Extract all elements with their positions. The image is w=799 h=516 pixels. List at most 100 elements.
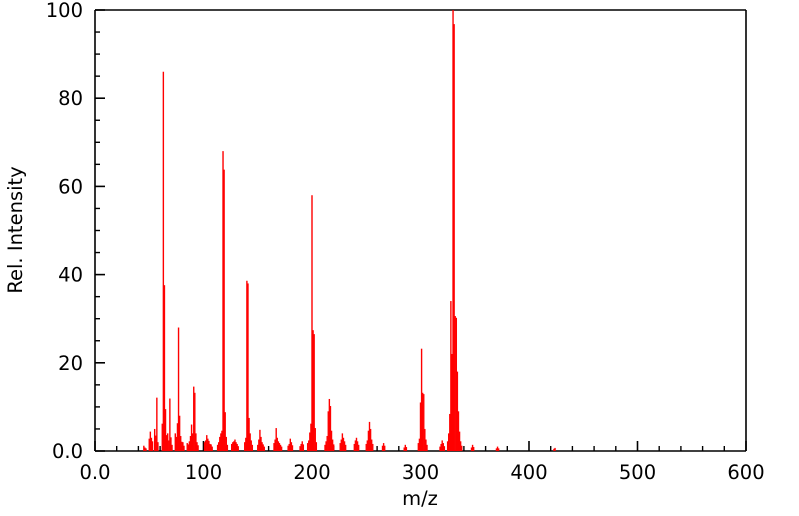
spectrum-peak — [331, 439, 334, 451]
spectrum-peak — [244, 442, 246, 451]
spectrum-peak — [168, 440, 170, 451]
spectrum-peak — [245, 437, 247, 451]
spectrum-peak — [274, 439, 276, 451]
spectrum-peak — [342, 437, 345, 451]
spectrum-peak — [174, 433, 176, 451]
x-tick-label: 100 — [185, 461, 222, 484]
y-tick-label: 60 — [58, 175, 83, 198]
spectrum-peak — [278, 443, 281, 451]
spectrum-peak — [232, 442, 234, 451]
spectrum-peak — [263, 446, 265, 451]
spectrum-peak — [225, 436, 227, 451]
spectrum-peak — [186, 443, 188, 451]
spectrum-peak — [384, 445, 386, 451]
spectrum-peak — [497, 448, 500, 451]
spectrum-peak — [207, 438, 209, 451]
spectrum-peak — [495, 448, 498, 451]
x-axis-title: m/z — [402, 487, 438, 510]
spectrum-peak — [372, 443, 374, 451]
spectrum-peak — [217, 442, 220, 451]
spectrum-peak — [417, 443, 420, 451]
spectrum-peak — [237, 446, 239, 451]
spectrum-peak — [190, 424, 193, 451]
spectrum-peak — [219, 436, 221, 451]
spectrum-peak — [314, 428, 316, 451]
spectrum-peak — [148, 438, 150, 451]
spectrum-peak — [496, 446, 499, 451]
spectrum-peak — [183, 445, 185, 451]
spectrum-peak — [329, 406, 332, 451]
spectrum-peak — [261, 442, 263, 451]
y-axis-title: Rel. Intensity — [4, 166, 27, 293]
spectrum-peak — [150, 437, 153, 451]
x-tick-label: 200 — [293, 461, 330, 484]
spectrum-peak — [157, 442, 159, 451]
spectrum-peak — [308, 440, 310, 451]
spectrum-peak — [236, 443, 238, 451]
spectrum-peak — [273, 443, 275, 451]
spectrum-peak — [210, 444, 212, 451]
spectrum-peak — [170, 437, 172, 451]
spectrum-peak — [333, 444, 335, 451]
spectrum-peak — [208, 440, 210, 451]
spectrum-peak — [471, 444, 474, 451]
spectrum-peak — [151, 441, 154, 451]
spectrum-peak — [452, 10, 454, 451]
spectrum-peak — [442, 443, 444, 451]
spectrum-peak — [226, 444, 229, 451]
spectrum-peak — [370, 439, 373, 451]
spectrum-peak — [381, 445, 384, 451]
y-tick-label: 80 — [58, 87, 83, 110]
spectrum-peak — [330, 430, 333, 451]
spectrum-peak — [441, 440, 443, 451]
spectrum-peak — [419, 402, 422, 451]
spectrum-peak — [344, 444, 347, 451]
spectrum-peak — [443, 446, 446, 451]
spectrum-peak — [191, 433, 194, 451]
spectrum-peak — [276, 437, 278, 451]
spectrum-peak — [287, 445, 289, 451]
spectrum-peak — [455, 317, 458, 451]
spectrum-peak — [291, 445, 294, 451]
spectrum-peak — [182, 442, 184, 451]
spectrum-peak — [440, 443, 442, 451]
spectrum-peak — [328, 398, 331, 451]
spectrum-peak — [290, 442, 293, 451]
spectrum-peak — [339, 443, 341, 451]
spectrum-peak — [369, 428, 372, 451]
spectrum-peak — [257, 444, 259, 451]
spectrum-peak — [216, 444, 219, 451]
spectrum-peak — [233, 441, 235, 451]
spectrum-peak — [309, 432, 311, 451]
spectrum-peak — [289, 438, 291, 451]
spectrum-peak — [405, 447, 408, 451]
spectrum-peak — [189, 436, 192, 451]
spectrum-peak — [171, 444, 173, 451]
spectrum-peak — [382, 443, 385, 451]
spectrum-peak — [277, 441, 280, 451]
y-tick-label: 40 — [58, 264, 83, 287]
spectrum-peak — [188, 441, 191, 451]
spectrum-peak — [222, 151, 224, 451]
spectrum-peak — [451, 353, 453, 451]
spectrum-peak — [251, 444, 254, 451]
spectrum-peak — [145, 448, 147, 451]
spectrum-peak — [425, 439, 427, 451]
spectrum-peak — [259, 429, 261, 451]
spectrum-peak — [356, 441, 359, 451]
spectrum-peak — [423, 394, 425, 451]
spectrum-peak — [472, 447, 475, 451]
spectrum-peak — [312, 330, 314, 451]
y-tick-label: 20 — [58, 352, 83, 375]
spectrum-peak — [324, 444, 326, 451]
spectrum-peak — [353, 443, 356, 451]
y-tick-label: 0.0 — [52, 440, 83, 463]
spectrum-peak — [453, 24, 455, 452]
spectrum-peak — [178, 415, 181, 451]
spectrum-peak — [164, 409, 167, 451]
spectrum-peak — [165, 435, 168, 451]
spectrum-peak — [456, 371, 459, 451]
spectrum-peak — [368, 421, 371, 451]
spectrum-peak — [311, 195, 313, 451]
